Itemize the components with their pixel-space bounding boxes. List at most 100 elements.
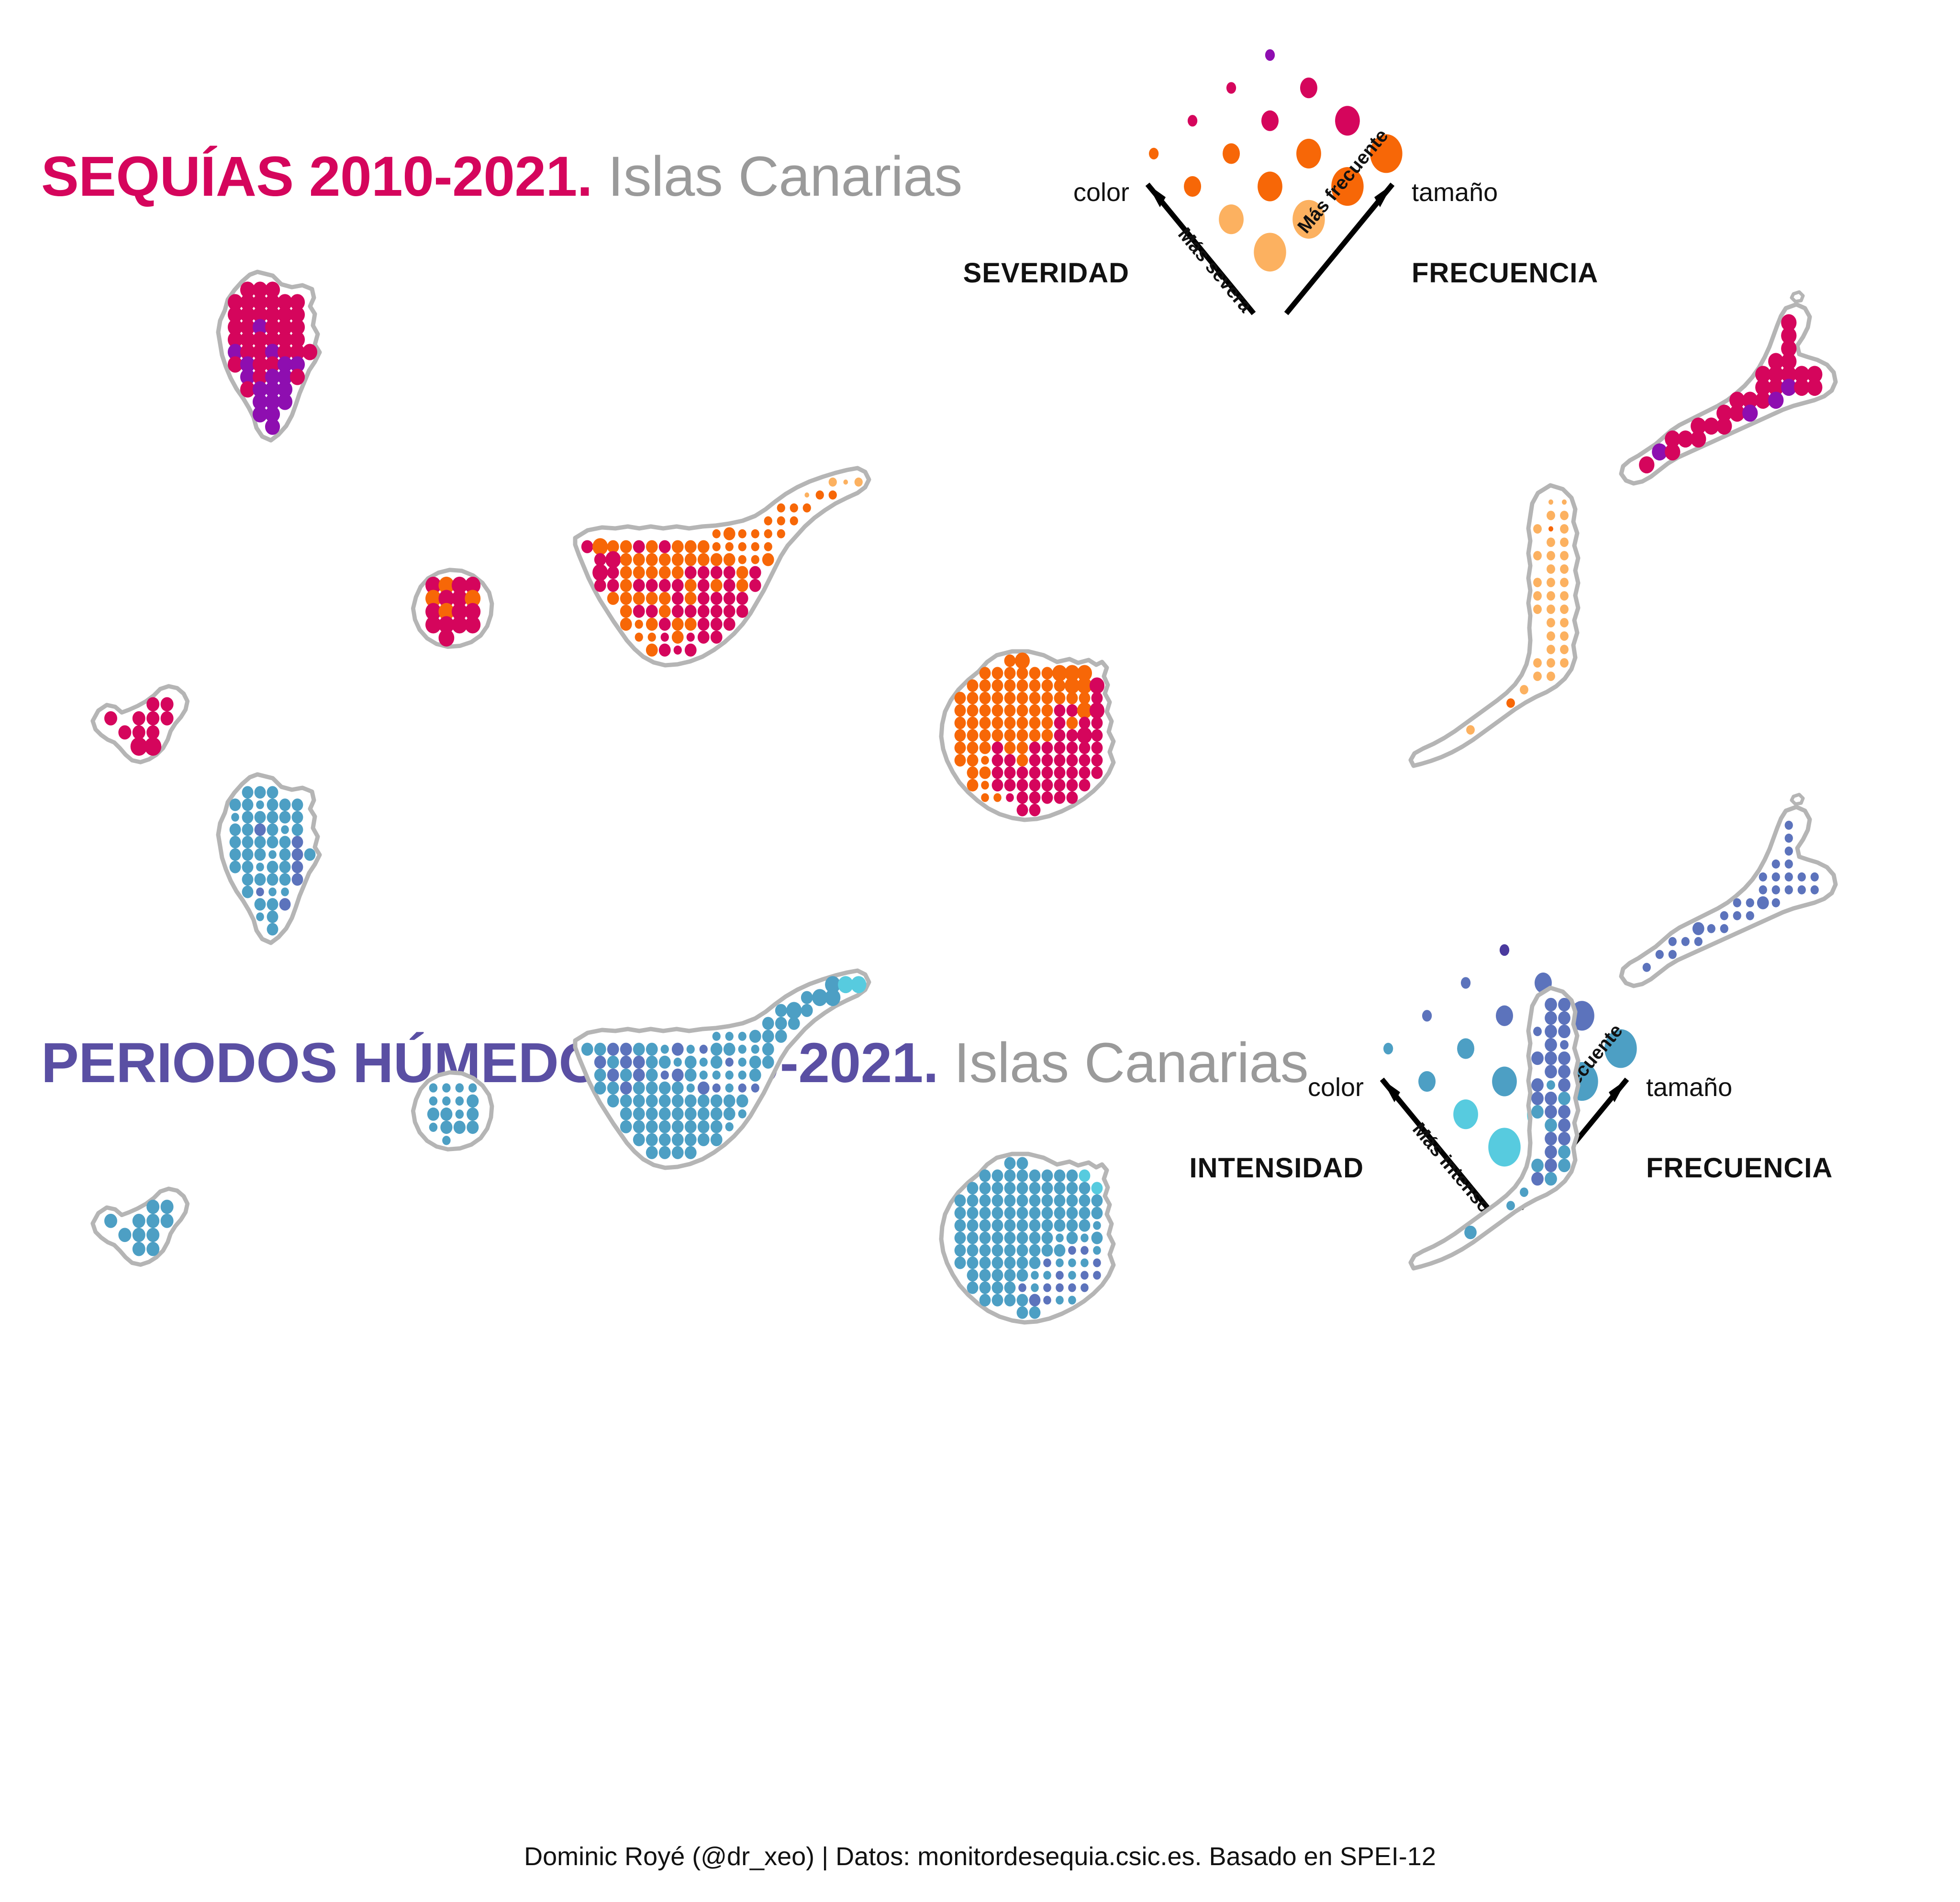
map-dot xyxy=(1533,671,1542,681)
map-dot xyxy=(646,1081,658,1095)
map-dot xyxy=(697,566,710,579)
map-dot xyxy=(1665,443,1681,461)
map-dot xyxy=(967,741,979,754)
map-dot xyxy=(725,1122,734,1131)
legend-dot xyxy=(1223,143,1240,164)
map-dot xyxy=(429,1083,438,1093)
map-dot xyxy=(605,551,621,569)
map-dot xyxy=(738,1083,746,1093)
map-dot xyxy=(1547,578,1555,587)
map-dot xyxy=(620,1120,632,1133)
map-dot xyxy=(1545,1051,1557,1065)
map-dot xyxy=(633,540,645,553)
map-dot xyxy=(671,1081,684,1095)
map-dot xyxy=(635,632,643,642)
map-dot xyxy=(1091,754,1103,767)
map-dot xyxy=(1558,1078,1570,1092)
map-dot xyxy=(1016,716,1028,729)
map-dot xyxy=(1079,716,1091,729)
map-dot xyxy=(1639,456,1655,474)
map-dot xyxy=(265,281,280,298)
legend-dot xyxy=(1254,233,1286,272)
map-dot xyxy=(451,576,468,594)
island-dots xyxy=(954,1157,1103,1319)
map-dot xyxy=(1560,604,1569,614)
map-dot xyxy=(1041,1169,1053,1182)
map-dot xyxy=(710,592,723,605)
map-dot xyxy=(1066,1169,1078,1182)
map-dot xyxy=(290,294,305,311)
map-dot xyxy=(229,848,241,861)
map-dot xyxy=(1716,404,1732,422)
map-dot xyxy=(1558,1024,1570,1039)
map-dot xyxy=(290,369,305,385)
map-dot xyxy=(801,1004,813,1017)
map-dot xyxy=(455,1109,464,1119)
map-dot xyxy=(979,1269,991,1282)
legend-drought-arrows xyxy=(1145,182,1395,315)
map-dot xyxy=(981,793,989,802)
map-dot xyxy=(1041,1182,1053,1195)
map-dot xyxy=(738,542,746,551)
map-dot xyxy=(302,344,318,360)
map-dot xyxy=(1079,754,1091,767)
map-dot xyxy=(777,529,785,538)
legend-drought-size-label: tamaño xyxy=(1412,178,1498,207)
map-dot xyxy=(146,711,160,726)
map-dot xyxy=(227,319,243,336)
map-dot xyxy=(1016,741,1028,754)
map-dot xyxy=(1054,1194,1066,1207)
map-dot xyxy=(1545,1172,1557,1186)
map-dot xyxy=(1080,1271,1089,1280)
map-dot xyxy=(1029,804,1041,817)
map-dot xyxy=(1547,631,1555,641)
map-dot xyxy=(777,503,785,513)
map-dot xyxy=(1558,1064,1570,1079)
map-dot xyxy=(1560,537,1569,547)
map-dot xyxy=(646,1042,658,1056)
map-dot xyxy=(710,1120,723,1133)
map-dot xyxy=(854,477,863,487)
map-dot xyxy=(749,566,761,579)
map-dot xyxy=(1068,1283,1076,1292)
map-dot xyxy=(967,704,979,717)
map-dot xyxy=(1029,1207,1041,1220)
map-dot xyxy=(118,725,132,740)
island-lanzarote xyxy=(1619,290,1838,486)
map-dot xyxy=(979,741,991,754)
map-dot xyxy=(686,1044,695,1054)
map-dot xyxy=(277,294,293,311)
island-dots xyxy=(581,477,863,657)
map-dot xyxy=(658,643,671,657)
map-dot xyxy=(451,616,468,634)
map-dot xyxy=(723,1042,735,1056)
map-dot xyxy=(658,604,671,618)
map-dot xyxy=(954,1219,966,1232)
map-dot xyxy=(291,848,303,861)
map-dot xyxy=(991,1194,1003,1207)
map-dot xyxy=(658,1081,671,1095)
map-dot xyxy=(1054,779,1066,792)
map-dot xyxy=(762,553,774,566)
map-dot xyxy=(242,836,254,849)
map-dot xyxy=(1733,898,1741,907)
map-dot xyxy=(1547,618,1555,627)
map-dot xyxy=(710,630,723,644)
map-dot xyxy=(231,813,239,822)
map-dot xyxy=(684,617,697,631)
map-dot xyxy=(132,725,145,740)
map-dot xyxy=(1056,1283,1064,1292)
map-dot xyxy=(725,1031,734,1041)
map-dot xyxy=(620,553,632,566)
map-dot xyxy=(815,490,824,500)
map-dot xyxy=(1054,1169,1066,1182)
map-dot xyxy=(697,1120,710,1133)
map-dot xyxy=(736,604,748,618)
map-dot xyxy=(465,576,481,594)
legend-dot xyxy=(1335,106,1360,136)
map-dot xyxy=(620,1055,632,1069)
map-dot xyxy=(1558,1011,1570,1025)
map-dot xyxy=(594,553,606,566)
map-dot xyxy=(1091,1207,1103,1220)
map-dot xyxy=(1558,1118,1570,1132)
